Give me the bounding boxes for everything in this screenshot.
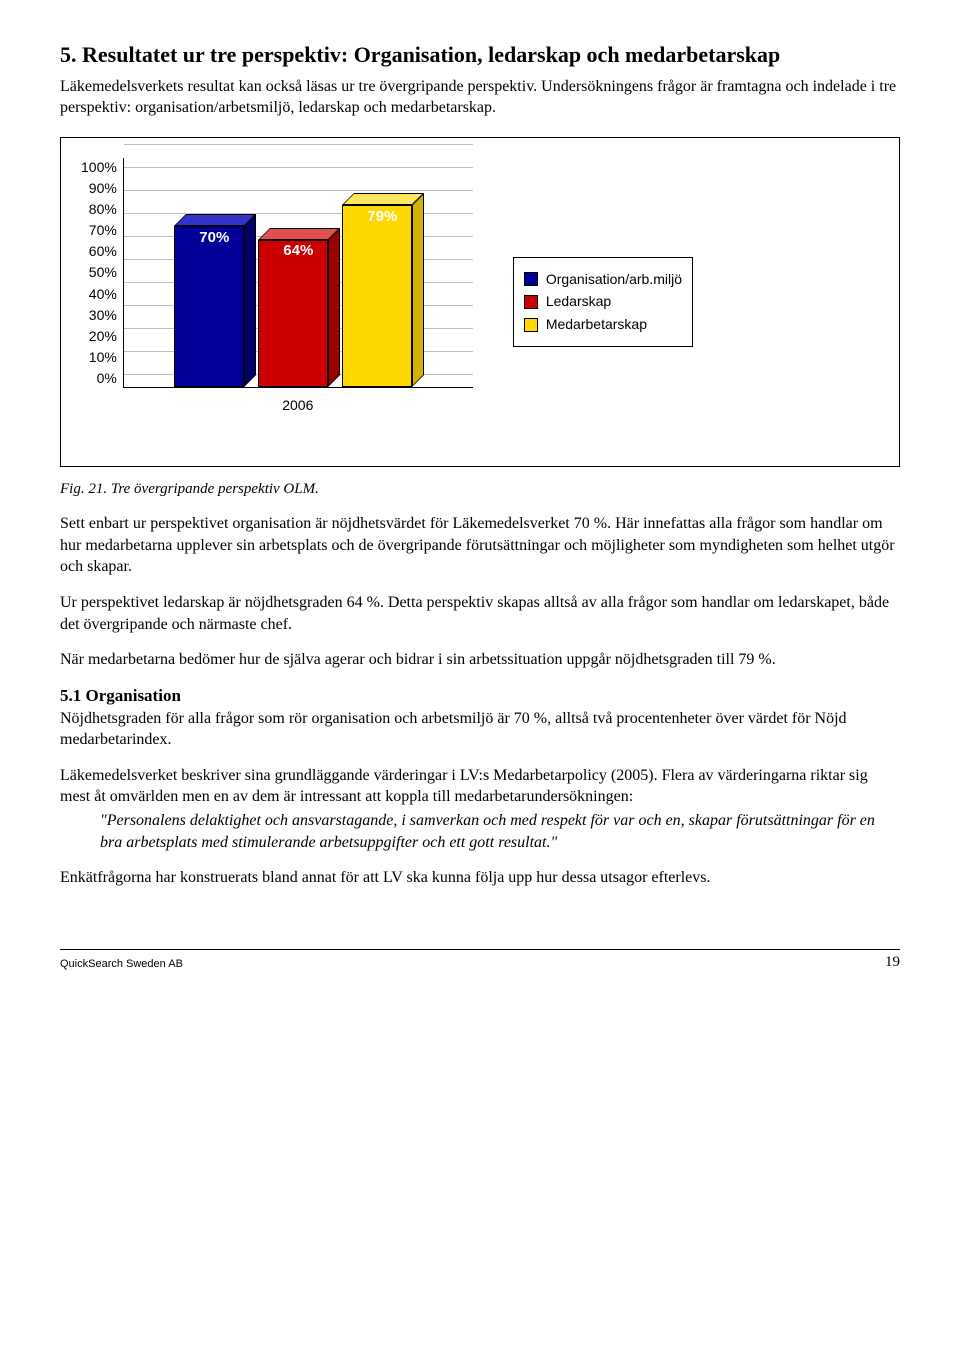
ytick: 30% [89,306,117,325]
page-number: 19 [885,952,900,972]
policy-quote: "Personalens delaktighet och ansvarstaga… [60,810,900,853]
ytick: 80% [89,200,117,219]
subsection-heading: 5.1 Organisation [60,685,900,708]
chart-plot-area: 70%64%79% [123,158,473,388]
chart-bar: 70% [174,226,254,387]
chart-bar: 79% [342,205,422,387]
legend-item: Organisation/arb.miljö [524,270,682,289]
figure-caption: Fig. 21. Tre övergripande perspektiv OLM… [60,479,900,499]
legend-label: Medarbetarskap [546,315,647,334]
ytick: 20% [89,327,117,346]
ytick: 0% [97,369,117,388]
body-paragraph: Sett enbart ur perspektivet organisation… [60,513,900,578]
ytick: 50% [89,263,117,282]
bar-value-label: 79% [342,207,422,227]
body-paragraph: Nöjdhetsgraden för alla frågor som rör o… [60,708,900,751]
chart-x-label: 2006 [123,396,473,415]
bar-value-label: 70% [174,228,254,248]
ytick: 90% [89,179,117,198]
body-paragraph: Ur perspektivet ledarskap är nöjdhetsgra… [60,592,900,635]
legend-label: Ledarskap [546,292,611,311]
chart-legend: Organisation/arb.miljö Ledarskap Medarbeta… [513,257,693,348]
chart-y-axis: 100% 90% 80% 70% 60% 50% 40% 30% 20% 10%… [81,158,123,388]
legend-item: Ledarskap [524,292,682,311]
olm-chart: 100% 90% 80% 70% 60% 50% 40% 30% 20% 10%… [60,137,900,467]
legend-swatch [524,272,538,286]
section-title: 5. Resultatet ur tre perspektiv: Organis… [60,40,900,70]
footer-company: QuickSearch Sweden AB [60,957,183,972]
chart-bar: 64% [258,240,338,387]
body-paragraph: Enkätfrågorna har konstruerats bland ann… [60,867,900,889]
page-footer: QuickSearch Sweden AB 19 [60,949,900,972]
ytick: 40% [89,285,117,304]
legend-swatch [524,318,538,332]
legend-label: Organisation/arb.miljö [546,270,682,289]
body-paragraph: Läkemedelsverket beskriver sina grundläg… [60,765,900,808]
legend-item: Medarbetarskap [524,315,682,334]
ytick: 70% [89,221,117,240]
body-paragraph: När medarbetarna bedömer hur de själva a… [60,649,900,671]
intro-paragraph: Läkemedelsverkets resultat kan också läs… [60,76,900,119]
ytick: 100% [81,158,117,177]
legend-swatch [524,295,538,309]
ytick: 60% [89,242,117,261]
ytick: 10% [89,348,117,367]
bar-value-label: 64% [258,241,338,261]
